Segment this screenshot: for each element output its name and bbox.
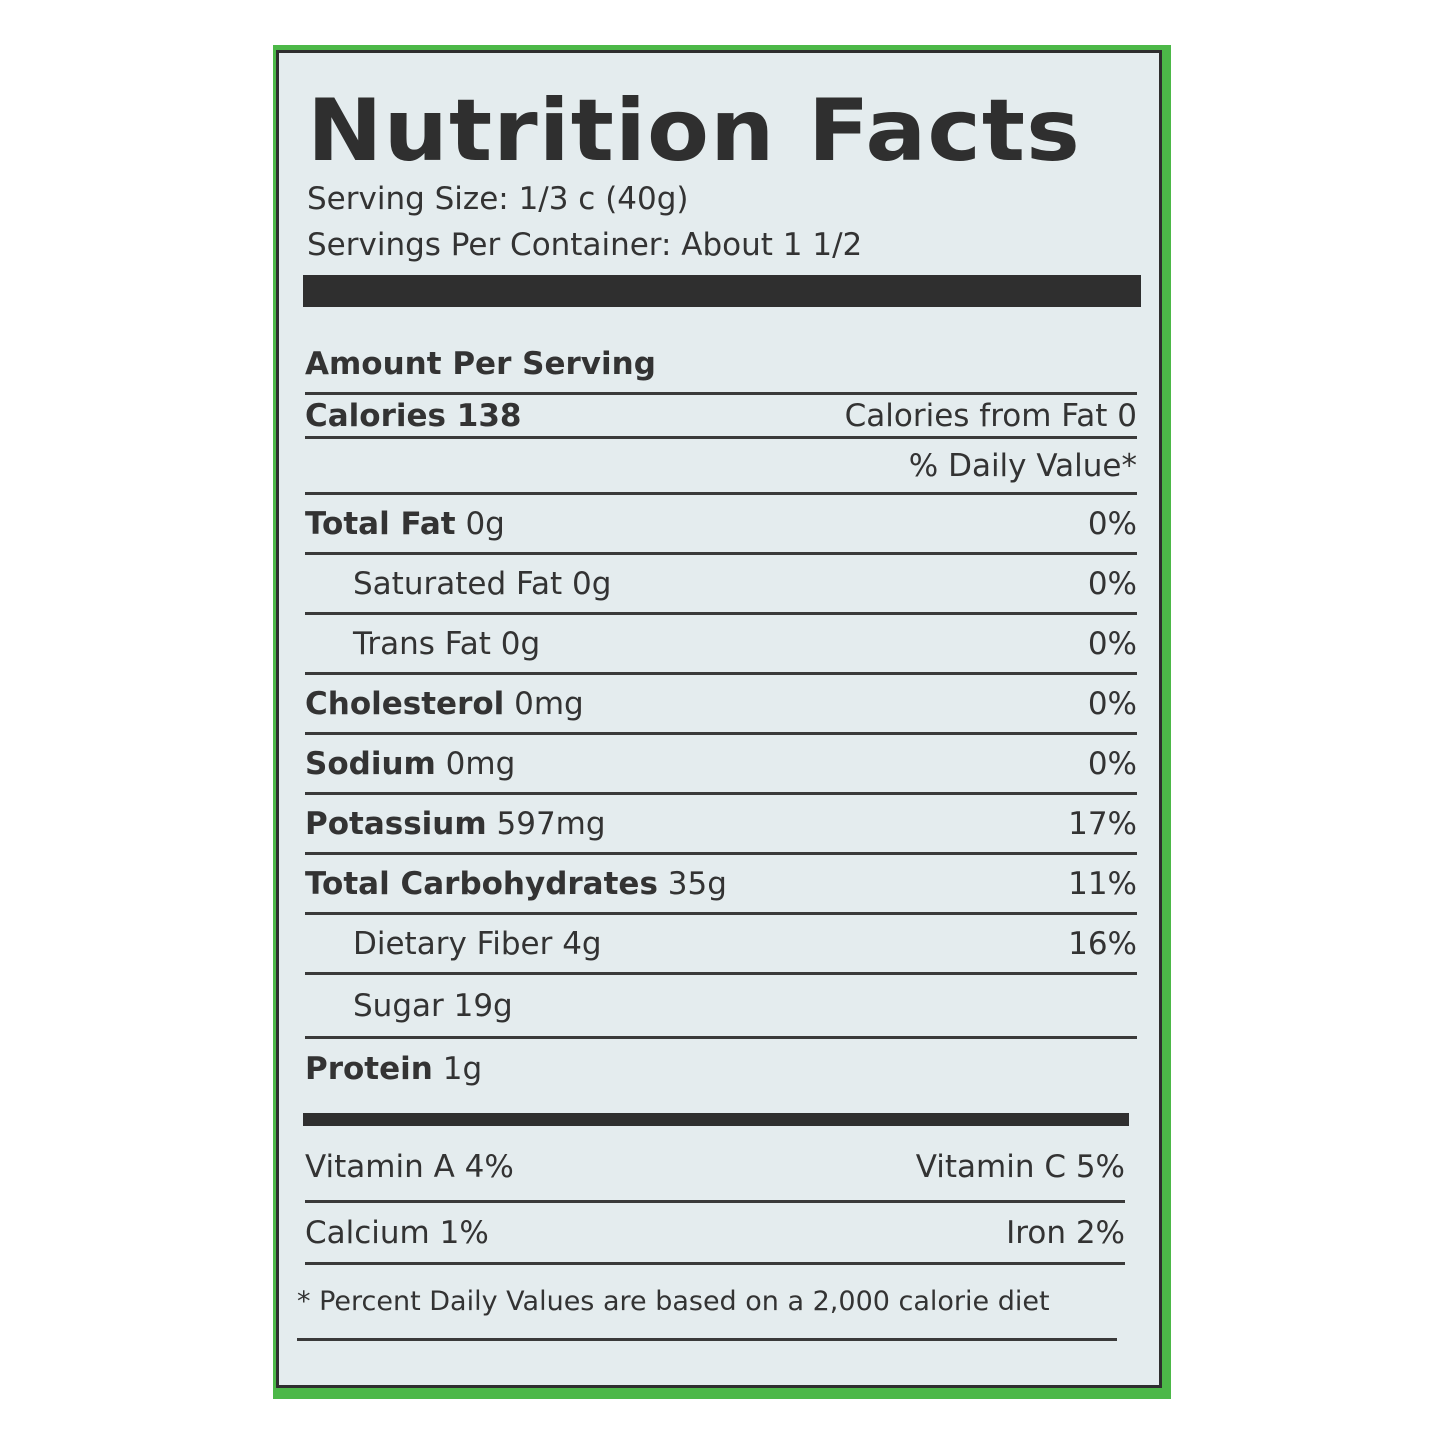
nutrient-name: Cholesterol xyxy=(305,685,505,722)
vitamin-c: Vitamin C 5% xyxy=(915,1148,1125,1185)
nutrient-row: Cholesterol 0mg 0% xyxy=(305,675,1137,735)
nutrient-row: Sodium 0mg 0% xyxy=(305,735,1137,795)
nutrient-row: Sugar 19g xyxy=(305,975,1137,1039)
nutrient-amount: 19g xyxy=(453,987,513,1024)
nutrient-name: Protein xyxy=(305,1051,433,1087)
footnote-row: * Percent Daily Values are based on a 2,… xyxy=(297,1265,1117,1341)
nutrient-dv: 0% xyxy=(1087,745,1137,782)
nutrient-dv: 16% xyxy=(1068,925,1137,962)
amount-per-serving: Amount Per Serving xyxy=(305,345,656,382)
calcium: Calcium 1% xyxy=(305,1214,489,1251)
amount-per-serving-row: Amount Per Serving xyxy=(305,335,1137,395)
thick-divider xyxy=(303,275,1141,307)
nutrient-name: Total Carbohydrates xyxy=(305,865,658,902)
minerals-row: Calcium 1% Iron 2% xyxy=(305,1203,1125,1265)
vitamin-a: Vitamin A 4% xyxy=(305,1148,514,1185)
daily-value-header-row: % Daily Value* xyxy=(305,439,1137,495)
nutrient-amount: 0g xyxy=(571,565,612,602)
nutrient-dv: 17% xyxy=(1068,805,1137,842)
nutrient-name: Sodium xyxy=(305,745,436,782)
nutrient-name: Sugar xyxy=(353,987,444,1024)
nutrient-amount: 0g xyxy=(500,625,541,662)
label-title: Nutrition Facts xyxy=(307,81,1081,181)
nutrient-amount: 0g xyxy=(465,505,505,542)
thick-divider xyxy=(303,1113,1129,1126)
vitamins-row: Vitamin A 4% Vitamin C 5% xyxy=(305,1133,1125,1203)
daily-value-header: % Daily Value* xyxy=(908,447,1137,484)
nutrient-dv: 0% xyxy=(1087,565,1137,602)
nutrient-row: Dietary Fiber 4g 16% xyxy=(305,915,1137,975)
nutrient-row: Saturated Fat 0g 0% xyxy=(305,555,1137,615)
nutrient-dv: 0% xyxy=(1087,505,1137,542)
iron: Iron 2% xyxy=(1006,1214,1125,1251)
nutrient-name: Total Fat xyxy=(305,505,456,542)
nutrient-name: Dietary Fiber xyxy=(353,925,553,962)
calories-label: Calories xyxy=(305,397,446,434)
calories-value: 138 xyxy=(456,397,522,434)
nutrient-amount: 597mg xyxy=(496,805,606,842)
calories-row: Calories 138 Calories from Fat 0 xyxy=(305,395,1137,439)
nutrient-dv: 0% xyxy=(1087,625,1137,662)
nutrient-dv: 11% xyxy=(1068,865,1137,902)
nutrient-row: Total Carbohydrates 35g 11% xyxy=(305,855,1137,915)
nutrient-amount: 35g xyxy=(667,865,727,902)
nutrient-name: Potassium xyxy=(305,805,487,842)
nutrient-row: Trans Fat 0g 0% xyxy=(305,615,1137,675)
calories-from-fat: Calories from Fat 0 xyxy=(844,397,1137,434)
nutrient-row: Potassium 597mg 17% xyxy=(305,795,1137,855)
nutrient-row: Protein 1g xyxy=(305,1039,1137,1099)
footnote: * Percent Daily Values are based on a 2,… xyxy=(297,1286,1050,1317)
nutrient-amount: 0mg xyxy=(445,745,516,782)
nutrient-name: Trans Fat xyxy=(353,625,491,662)
servings-per-container: Servings Per Container: About 1 1/2 xyxy=(307,227,863,263)
nutrient-dv: 0% xyxy=(1087,685,1137,722)
serving-size: Serving Size: 1/3 c (40g) xyxy=(307,181,689,217)
nutrient-amount: 1g xyxy=(442,1051,483,1087)
nutrition-facts-panel: Nutrition Facts Serving Size: 1/3 c (40g… xyxy=(276,50,1162,1388)
nutrient-name: Saturated Fat xyxy=(353,565,563,602)
nutrient-amount: 0mg xyxy=(514,685,584,722)
nutrient-amount: 4g xyxy=(562,925,602,962)
nutrient-row: Total Fat 0g 0% xyxy=(305,495,1137,555)
